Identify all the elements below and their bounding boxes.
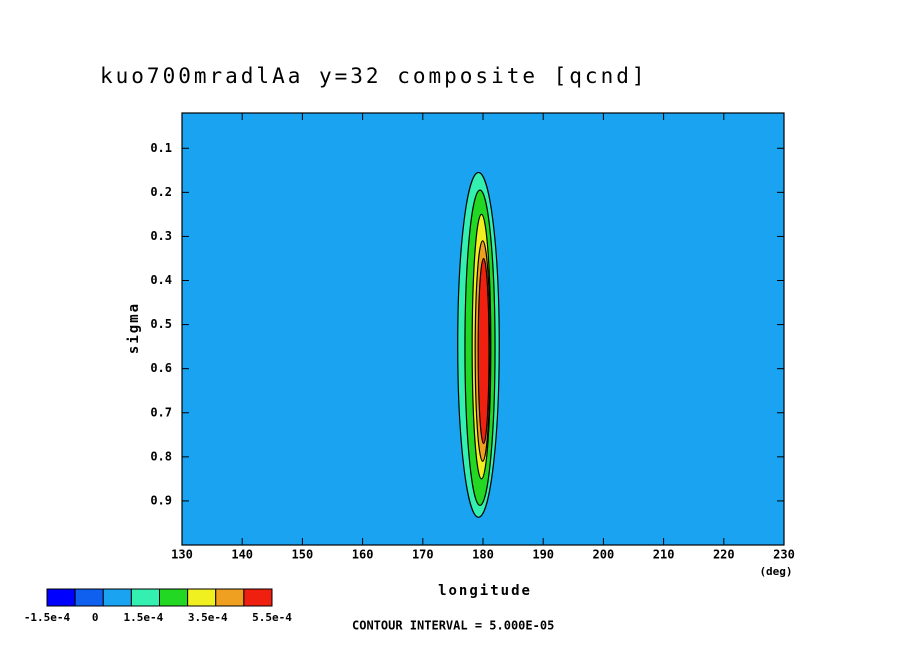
colorbar-box <box>130 588 160 607</box>
x-tick-label: 150 <box>292 548 314 562</box>
x-tick-label: 160 <box>352 548 374 562</box>
y-tick-label: 0.4 <box>150 273 172 287</box>
colorbar-label: 3.5e-4 <box>188 611 228 624</box>
y-tick-label: 0.1 <box>150 141 172 155</box>
x-tick-label: 210 <box>653 548 675 562</box>
colorbar-box <box>215 588 245 607</box>
colorbar-box <box>46 588 76 607</box>
x-axis-unit: (deg) <box>759 565 792 578</box>
colorbar-label: 0 <box>92 611 99 624</box>
colorbar-box <box>102 588 132 607</box>
x-tick-label: 200 <box>593 548 615 562</box>
colorbar-box <box>243 588 273 607</box>
colorbar-label: -1.5e-4 <box>24 611 71 624</box>
y-tick-label: 0.5 <box>150 317 172 331</box>
x-tick-label: 180 <box>472 548 494 562</box>
x-tick-label: 230 <box>773 548 795 562</box>
y-tick-label: 0.7 <box>150 405 172 419</box>
x-tick-label: 140 <box>231 548 253 562</box>
x-tick-label: 190 <box>532 548 554 562</box>
y-tick-label: 0.3 <box>150 229 172 243</box>
colorbar-box <box>187 588 217 607</box>
y-tick-label: 0.6 <box>150 361 172 375</box>
chart-title: kuo700mradlAa y=32 composite [qcnd] <box>100 64 648 88</box>
x-tick-label: 170 <box>412 548 434 562</box>
y-tick-label: 0.2 <box>150 185 172 199</box>
x-tick-label: 220 <box>713 548 735 562</box>
x-axis-label: longitude <box>438 583 532 599</box>
y-tick-label: 0.8 <box>150 449 172 463</box>
contour-region <box>477 257 490 445</box>
y-tick-label: 0.9 <box>150 493 172 507</box>
contour-interval: CONTOUR INTERVAL = 5.000E-05 <box>352 619 554 633</box>
y-axis-label: sigma <box>126 302 142 354</box>
x-tick-label: 130 <box>171 548 193 562</box>
colorbar-label: 1.5e-4 <box>124 611 164 624</box>
colorbar-box <box>159 588 189 607</box>
colorbar-box <box>74 588 104 607</box>
colorbar-label: 5.5e-4 <box>252 611 292 624</box>
